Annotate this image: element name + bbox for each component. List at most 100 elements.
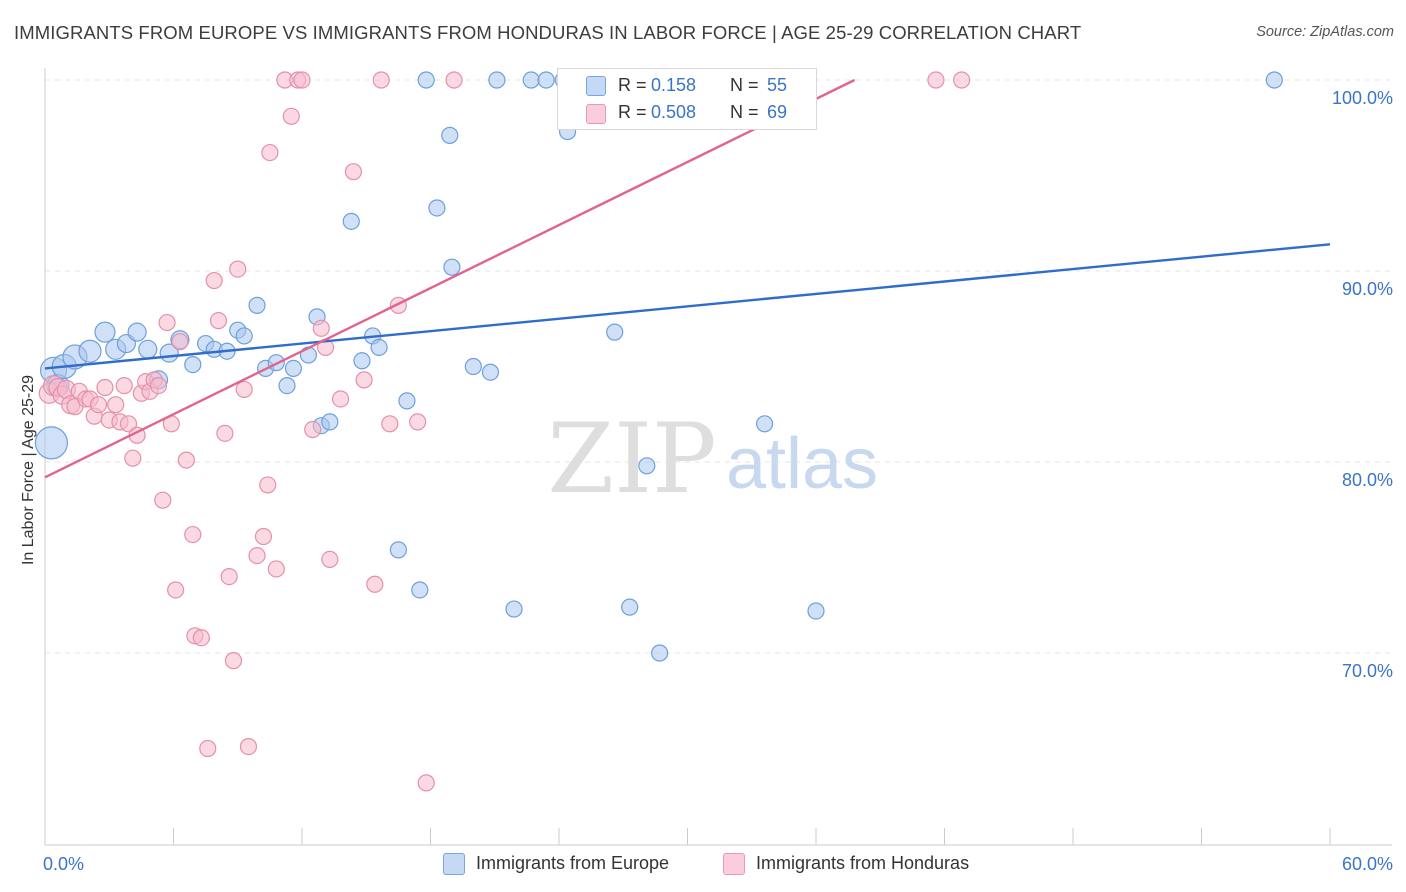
europe-point-10 xyxy=(138,339,158,359)
honduras-point-60 xyxy=(372,71,390,89)
honduras-point-44 xyxy=(254,527,273,546)
watermark-zip: ZIP xyxy=(547,403,716,515)
honduras-point-34 xyxy=(199,739,217,758)
europe-point-19 xyxy=(235,327,253,345)
axis-layer xyxy=(44,68,1392,846)
y-tick-label-90: 90.0% xyxy=(1342,279,1393,299)
honduras-point-25 xyxy=(154,491,172,509)
honduras-point-42 xyxy=(239,737,258,756)
honduras-point-41 xyxy=(235,380,253,399)
europe-point-43 xyxy=(505,600,523,618)
honduras-point-30 xyxy=(177,451,195,469)
europe-point-6 xyxy=(94,321,116,343)
honduras-point-18 xyxy=(124,449,142,467)
europe-point-35 xyxy=(411,581,429,599)
europe-point-23 xyxy=(278,377,296,395)
honduras-point-56 xyxy=(331,390,350,408)
honduras-point-24 xyxy=(149,377,168,395)
legend-europe-marker xyxy=(443,853,465,875)
honduras-point-31 xyxy=(184,525,202,544)
honduras-point-35 xyxy=(205,271,223,290)
europe-point-33 xyxy=(389,541,407,559)
europe-point-29 xyxy=(342,212,360,230)
honduras-point-43 xyxy=(248,546,266,565)
europe-point-50 xyxy=(638,457,656,475)
europe-point-37 xyxy=(428,199,446,217)
legend-honduras-swatch xyxy=(586,104,606,124)
tick-labels: 70.0% 80.0% 90.0% 100.0% 0.0% 60.0% xyxy=(43,88,1393,874)
honduras-point-11 xyxy=(89,396,108,414)
grid-layer xyxy=(45,79,1392,654)
legend-honduras-n-label: N = xyxy=(730,102,759,122)
honduras-point-26 xyxy=(158,313,176,332)
europe-point-20 xyxy=(248,296,266,314)
europe-point-44 xyxy=(522,71,540,89)
legend-europe-n-value: 55 xyxy=(767,75,788,95)
trend-lines xyxy=(44,78,1331,479)
honduras-point-12 xyxy=(96,378,114,397)
europe-point-38 xyxy=(441,126,459,144)
europe-point-54 xyxy=(807,602,825,620)
honduras-point-37 xyxy=(216,424,234,442)
legend-honduras-n-value: 69 xyxy=(767,102,788,122)
honduras-point-47 xyxy=(267,560,285,578)
europe-point-36 xyxy=(417,71,435,89)
legend-europe-r-label: R = xyxy=(618,75,647,95)
europe-point-48 xyxy=(606,323,624,341)
honduras-point-69 xyxy=(953,71,971,89)
europe-point-41 xyxy=(481,363,500,381)
legend-europe-swatch xyxy=(586,76,606,96)
honduras-point-17 xyxy=(119,415,138,433)
honduras-point-14 xyxy=(107,396,125,414)
stats-legend: R = 0.158 N = 55 R = 0.508 N = 69 xyxy=(557,68,817,130)
watermark: ZIP atlas xyxy=(547,403,878,515)
honduras-point-28 xyxy=(167,581,185,599)
honduras-point-45 xyxy=(259,476,277,494)
honduras-point-53 xyxy=(312,319,330,337)
honduras-point-65 xyxy=(445,71,463,89)
y-tick-label-80: 80.0% xyxy=(1342,470,1393,490)
honduras-point-46 xyxy=(261,143,279,162)
x-tick-label-max: 60.0% xyxy=(1342,854,1393,874)
honduras-point-59 xyxy=(366,575,384,593)
europe-point-53 xyxy=(755,415,774,433)
europe-point-55 xyxy=(1265,71,1283,89)
honduras-trend-line xyxy=(44,78,856,479)
honduras-point-36 xyxy=(209,312,228,330)
honduras-point-61 xyxy=(381,415,399,433)
legend-honduras-label: Immigrants from Honduras xyxy=(756,853,970,873)
honduras-point-16 xyxy=(115,377,133,395)
europe-point-24 xyxy=(284,359,303,378)
europe-point-34 xyxy=(398,392,416,410)
honduras-point-52 xyxy=(304,420,322,439)
europe-point-39 xyxy=(443,258,461,276)
honduras-point-68 xyxy=(927,71,945,89)
europe-point-28 xyxy=(321,413,339,431)
legend-europe-n-label: N = xyxy=(730,75,759,95)
europe-point-30 xyxy=(353,352,371,370)
honduras-point-55 xyxy=(321,550,339,569)
honduras-point-63 xyxy=(409,413,427,431)
honduras-point-57 xyxy=(344,163,362,181)
honduras-point-29 xyxy=(171,333,189,351)
europe-point-0 xyxy=(34,426,69,460)
europe-point-14 xyxy=(184,355,202,374)
legend-honduras-marker xyxy=(723,853,745,875)
legend-honduras-r-label: R = xyxy=(618,102,647,122)
honduras-point-64 xyxy=(417,774,435,792)
legend-honduras-r-value: 0.508 xyxy=(651,102,697,122)
europe-point-42 xyxy=(488,71,506,89)
watermark-atlas: atlas xyxy=(726,424,878,504)
honduras-point-40 xyxy=(229,260,247,278)
legend-europe-label: Immigrants from Europe xyxy=(476,853,670,873)
honduras-point-51 xyxy=(293,71,311,89)
chart-title: IMMIGRANTS FROM EUROPE VS IMMIGRANTS FRO… xyxy=(14,22,1082,43)
y-tick-label-70: 70.0% xyxy=(1342,661,1393,681)
source-credit: Source: ZipAtlas.com xyxy=(1256,24,1394,40)
europe-point-49 xyxy=(621,598,639,616)
honduras-point-58 xyxy=(355,371,373,389)
honduras-point-39 xyxy=(224,652,243,670)
y-tick-label-100: 100.0% xyxy=(1332,88,1393,108)
honduras-point-33 xyxy=(192,629,210,647)
